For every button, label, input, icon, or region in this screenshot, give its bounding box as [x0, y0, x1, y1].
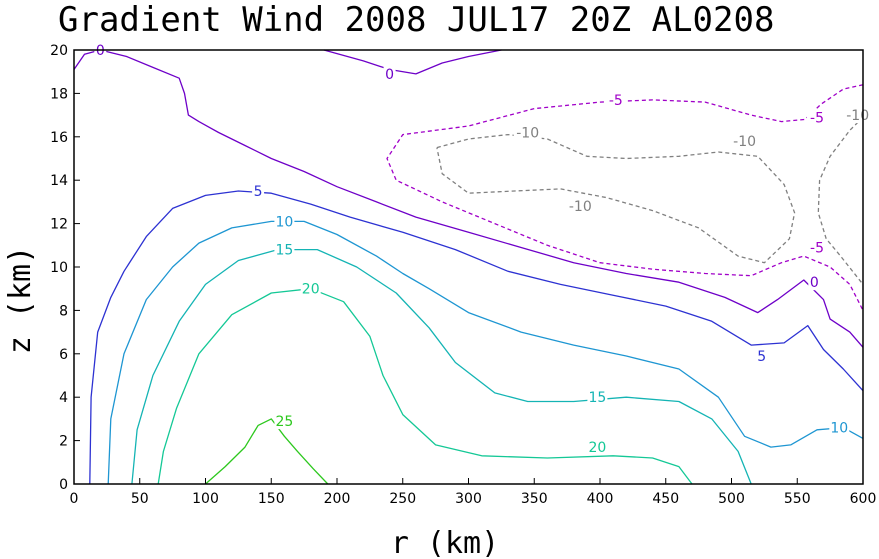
contour-layer — [73, 49, 864, 485]
contour-10-label-0: 10 — [275, 214, 293, 230]
y-tick-label-2: 2 — [59, 434, 68, 450]
contour-neg10-label-bg-2 — [566, 198, 595, 215]
contour-0-label-0: 0 — [96, 43, 105, 59]
contour-label-layer: -10 -10 -10 -10 -5 -5 -5 0 0 0 5 5 10 10 15 15 20 20 25 — [94, 42, 872, 456]
contour-20-line-0 — [157, 288, 693, 485]
x-tick-label-550: 550 — [784, 491, 811, 507]
contour-25-label-0: 25 — [275, 414, 293, 430]
contour-0-label-bg-2 — [808, 274, 821, 291]
y-tick-label-6: 6 — [59, 347, 68, 363]
x-tick-label-350: 350 — [521, 491, 548, 507]
x-axis: 0 50 100 150 200 250 300 350 400 450 500 550 600 — [70, 478, 877, 507]
contour-15-label-0: 15 — [275, 243, 293, 259]
contour-15-label-bg-0 — [274, 241, 295, 258]
contour-0-line-0 — [73, 49, 864, 348]
contour-neg10-line-1 — [817, 116, 864, 285]
contour-10-label-1: 10 — [830, 421, 848, 437]
contour-20-label-bg-0 — [300, 280, 321, 297]
contour-20-label-bg-1 — [587, 439, 608, 456]
contour-0-label-2: 0 — [810, 275, 819, 291]
chart-title: Gradient Wind 2008 JUL17 20Z AL0208 — [58, 0, 774, 40]
x-tick-label-100: 100 — [192, 491, 219, 507]
x-axis-label: r (km) — [391, 526, 499, 559]
contour-10-label-bg-0 — [274, 213, 295, 230]
y-tick-label-0: 0 — [59, 477, 68, 493]
contour-0-label-1: 0 — [385, 67, 394, 83]
x-tick-label-300: 300 — [455, 491, 482, 507]
contour-neg10-line-0 — [436, 133, 796, 264]
contour-25-line-0 — [205, 418, 329, 485]
contour-0-line-1 — [323, 49, 502, 75]
contour-15-label-bg-1 — [587, 389, 608, 406]
x-tick-label-500: 500 — [718, 491, 745, 507]
contour-5-label-1: 5 — [757, 349, 766, 365]
contour-5-label-0: 5 — [254, 184, 263, 200]
contour-neg10-label-2: -10 — [569, 199, 592, 215]
contour-25-label-bg-0 — [274, 413, 295, 430]
y-tick-label-20: 20 — [50, 43, 68, 59]
contour-15-label-1: 15 — [588, 390, 606, 406]
y-axis-label: z (km) — [3, 246, 38, 354]
y-axis: 0 2 4 6 8 10 12 14 16 18 20 — [50, 43, 80, 493]
contour-neg10-label-bg-1 — [730, 133, 759, 150]
x-tick-label-200: 200 — [324, 491, 351, 507]
x-tick-label-400: 400 — [587, 491, 614, 507]
contour-neg5-label-bg-0 — [605, 91, 626, 108]
contour-5-label-bg-1 — [755, 348, 768, 364]
x-tick-label-450: 450 — [652, 491, 679, 507]
y-tick-label-12: 12 — [50, 217, 68, 233]
contour-neg5-label-2: -5 — [810, 241, 824, 257]
contour-neg10-label-1: -10 — [733, 134, 756, 150]
contour-neg5-label-bg-1 — [807, 109, 827, 126]
x-tick-label-50: 50 — [131, 491, 149, 507]
y-tick-label-10: 10 — [50, 260, 68, 276]
contour-neg5-label-bg-2 — [807, 239, 827, 256]
x-tick-label-600: 600 — [850, 491, 877, 507]
contour-neg5-label-0: -5 — [609, 93, 623, 109]
x-tick-label-250: 250 — [389, 491, 416, 507]
contour-neg10-label-3: -10 — [846, 108, 869, 124]
contour-neg10-label-bg-3 — [843, 107, 872, 124]
contour-neg10-label-bg-0 — [513, 124, 542, 141]
y-tick-label-16: 16 — [50, 130, 68, 146]
contour-15-line-0 — [131, 248, 752, 485]
y-tick-label-18: 18 — [50, 86, 68, 102]
contour-neg10-label-0: -10 — [516, 126, 539, 142]
contour-10-label-bg-1 — [829, 419, 850, 436]
x-tick-label-150: 150 — [258, 491, 285, 507]
contour-5-label-bg-0 — [252, 183, 265, 199]
y-tick-label-8: 8 — [59, 303, 68, 319]
contour-20-label-0: 20 — [302, 282, 320, 298]
contour-10-line-0 — [107, 220, 864, 485]
contour-0-label-bg-1 — [383, 65, 396, 82]
x-tick-label-0: 0 — [70, 491, 79, 507]
contour-20-label-1: 20 — [588, 440, 606, 456]
y-tick-label-4: 4 — [59, 390, 68, 406]
y-tick-label-14: 14 — [50, 173, 68, 189]
contour-neg5-label-1: -5 — [810, 110, 824, 126]
contour-5-line-0 — [89, 190, 864, 485]
